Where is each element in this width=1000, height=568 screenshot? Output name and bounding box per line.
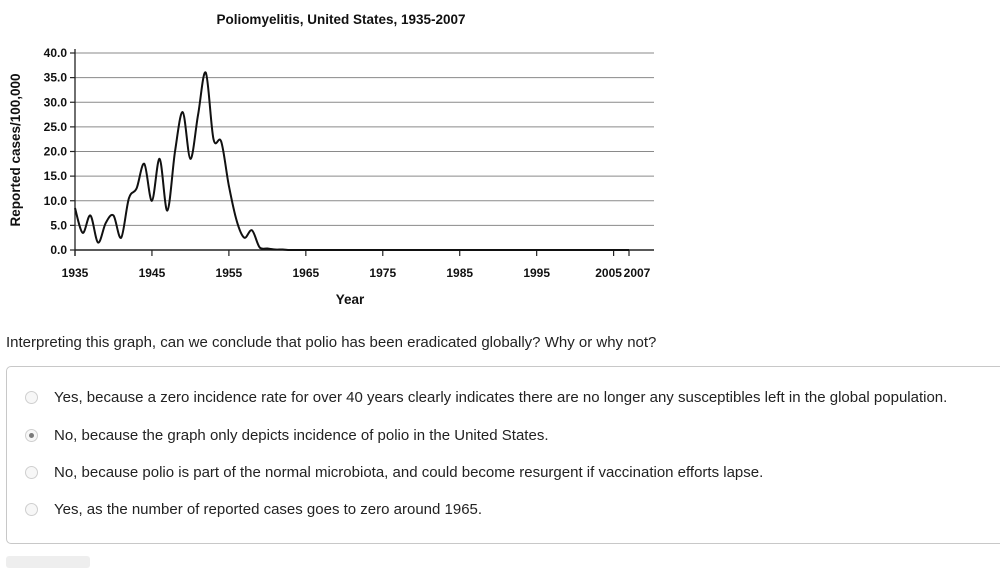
polio-chart: Poliomyelitis, United States, 1935-2007 … (0, 0, 680, 320)
x-tick-label: 1985 (446, 266, 473, 280)
x-tick-label: 1935 (62, 266, 89, 280)
y-tick-label: 35.0 (44, 71, 68, 85)
y-tick-label: 40.0 (44, 46, 68, 60)
series-group (74, 71, 629, 252)
y-tick-label: 15.0 (44, 169, 68, 183)
x-tick-label: 2007 (624, 266, 651, 280)
y-tick-label: 10.0 (44, 194, 68, 208)
x-tick-label: 1975 (369, 266, 396, 280)
y-axis-label: Reported cases/100,000 (8, 73, 23, 226)
option-label: No, because polio is part of the normal … (54, 464, 764, 481)
chart-title: Poliomyelitis, United States, 1935-2007 (216, 12, 465, 27)
option-3[interactable]: No, because polio is part of the normal … (25, 464, 763, 481)
series-line-poliomyelitis (74, 71, 629, 252)
radio-button[interactable] (25, 503, 38, 516)
option-label: Yes, as the number of reported cases goe… (54, 501, 483, 518)
y-tick-label: 20.0 (44, 145, 68, 159)
y-tick-label: 0.0 (50, 243, 67, 257)
x-ticks: 1935 1945 1955 1965 1975 1985 1995 2005 2007 (62, 250, 651, 280)
question-text: Interpreting this graph, can we conclude… (6, 334, 657, 351)
option-1[interactable]: Yes, because a zero incidence rate for o… (25, 389, 947, 406)
radio-button[interactable] (25, 429, 38, 442)
radio-button[interactable] (25, 466, 38, 479)
option-label: Yes, because a zero incidence rate for o… (54, 389, 948, 406)
x-tick-label: 1945 (139, 266, 166, 280)
x-tick-label: 1965 (292, 266, 319, 280)
y-tick-label: 25.0 (44, 120, 68, 134)
x-tick-label: 2005 (595, 266, 622, 280)
x-tick-label: 1995 (523, 266, 550, 280)
option-2[interactable]: No, because the graph only depicts incid… (25, 427, 548, 444)
chart-svg: Poliomyelitis, United States, 1935-2007 … (8, 12, 654, 307)
y-tick-label: 5.0 (50, 218, 67, 232)
option-4[interactable]: Yes, as the number of reported cases goe… (25, 501, 482, 518)
y-tick-label: 30.0 (44, 95, 68, 109)
option-label: No, because the graph only depicts incid… (54, 427, 549, 444)
grid-lines (75, 52, 654, 226)
radio-button[interactable] (25, 391, 38, 404)
answer-options: Yes, because a zero incidence rate for o… (6, 366, 1000, 544)
submit-button[interactable] (6, 556, 90, 568)
y-ticks: 0.0 5.0 10.0 15.0 20.0 25.0 30.0 35.0 40.0 (44, 46, 75, 257)
x-tick-label: 1955 (216, 266, 243, 280)
x-axis-label: Year (336, 292, 365, 307)
